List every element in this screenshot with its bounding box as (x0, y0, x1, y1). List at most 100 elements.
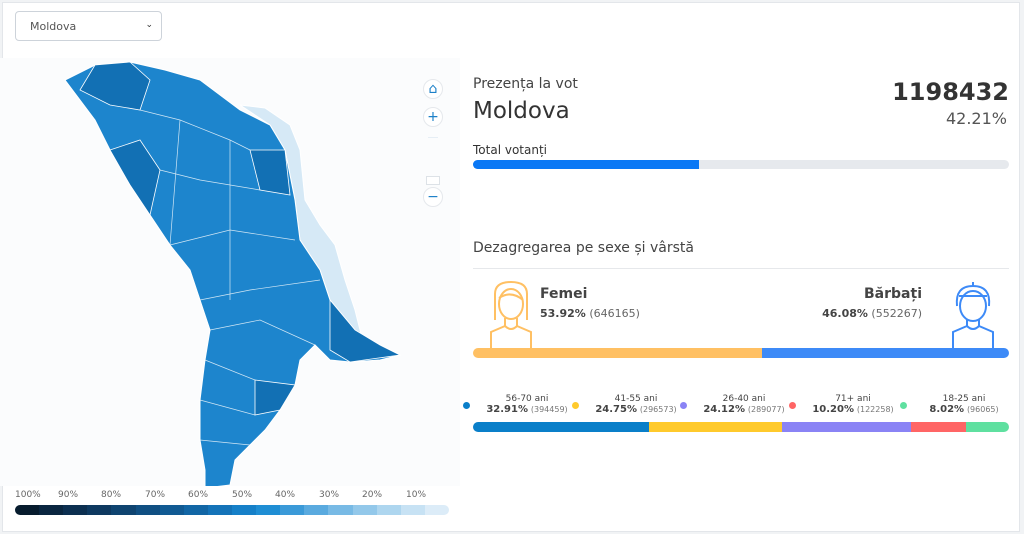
age-stats: 24.12% (289077) (694, 404, 794, 415)
age-group-0: 56-70 ani 32.91% (394459) (463, 394, 577, 415)
age-dot (680, 402, 687, 409)
chevron-down-icon: ⌄ (145, 20, 153, 30)
breakdown-title: Dezagregarea pe sexe și vârstă (473, 240, 694, 256)
zoom-slider[interactable] (428, 137, 438, 177)
legend-label: 50% (232, 490, 253, 500)
map-region-moldova[interactable] (64, 61, 402, 489)
legend-label: 60% (188, 490, 209, 500)
age-group-3: 71+ ani 10.20% (122258) (789, 394, 903, 415)
male-label: Bărbați (864, 286, 922, 302)
legend-swatch (63, 505, 88, 515)
male-count: (552267) (871, 307, 922, 320)
zoom-out-icon[interactable]: − (423, 187, 443, 207)
age-count: (296573) (639, 405, 677, 414)
turnout-progress-fill (473, 160, 700, 169)
age-count: (394459) (530, 405, 568, 414)
age-group-2: 26-40 ani 24.12% (289077) (680, 394, 794, 415)
female-icon (490, 280, 532, 350)
age-percent: 10.20% (812, 404, 854, 415)
age-bar-segment (966, 422, 1009, 432)
female-bar-segment (473, 348, 762, 358)
legend-swatch (135, 505, 160, 515)
age-group-1: 41-55 ani 24.75% (296573) (572, 394, 686, 415)
legend-swatch (111, 505, 136, 515)
age-label: 18-25 ani (942, 394, 986, 404)
age-group-4: 18-25 ani 8.02% (96065) (900, 394, 1014, 415)
age-count: (289077) (747, 405, 785, 414)
age-percent: 24.75% (595, 404, 637, 415)
zoom-in-icon[interactable]: + (423, 107, 443, 127)
color-scale-legend (15, 505, 449, 515)
legend-swatch (328, 505, 353, 515)
legend-swatch (231, 505, 257, 515)
age-stats: 10.20% (122258) (803, 404, 903, 415)
legend-swatch (15, 505, 40, 515)
age-stats: 32.91% (394459) (477, 404, 577, 415)
legend-label: 40% (275, 490, 296, 500)
age-label: 41-55 ani (614, 394, 658, 404)
total-voters-label: Total votanți (473, 143, 547, 157)
legend-swatch (304, 505, 329, 515)
age-count: (122258) (856, 405, 894, 414)
age-stats: 8.02% (96065) (914, 404, 1014, 415)
region-select[interactable]: Moldova ⌄ (15, 11, 162, 41)
total-voters: 1198432 (892, 78, 1009, 106)
home-icon[interactable]: ⌂ (423, 79, 443, 99)
legend-label: 80% (101, 490, 122, 500)
age-percent: 8.02% (929, 404, 965, 415)
legend-swatch (159, 505, 184, 515)
age-percent: 32.91% (486, 404, 528, 415)
region-name: Moldova (473, 98, 570, 124)
legend-label: 70% (145, 490, 166, 500)
legend-swatch (256, 505, 281, 515)
moldova-map[interactable] (0, 58, 460, 489)
female-percent: 53.92% (540, 307, 586, 320)
age-label: 26-40 ani (722, 394, 766, 404)
age-dot (572, 402, 579, 409)
legend-label: 20% (362, 490, 383, 500)
female-label: Femei (540, 286, 588, 302)
age-bar-segment (649, 422, 783, 432)
male-bar-segment (762, 348, 1009, 358)
legend-swatch (39, 505, 64, 515)
divider (473, 268, 1009, 269)
male-icon (952, 282, 994, 350)
age-bar (473, 422, 1009, 432)
legend-swatch (87, 505, 112, 515)
map-region[interactable] (249, 149, 291, 196)
male-stats: 46.08% (552267) (822, 307, 922, 320)
female-count: (646165) (589, 307, 640, 320)
legend-label: 100% (15, 490, 41, 500)
age-bar-segment (911, 422, 966, 432)
legend-label: 30% (319, 490, 340, 500)
legend-swatch (400, 505, 425, 515)
map-region[interactable] (109, 139, 161, 217)
age-stats: 24.75% (296573) (586, 404, 686, 415)
age-dot (789, 402, 796, 409)
turnout-percent: 42.21% (945, 109, 1007, 128)
age-dot (463, 402, 470, 409)
male-percent: 46.08% (822, 307, 868, 320)
legend-swatch (424, 505, 449, 515)
zoom-slider-handle[interactable] (426, 176, 440, 185)
map[interactable]: ⌂ + − (0, 58, 460, 489)
turnout-progress-bar (473, 160, 1009, 169)
legend-swatch (280, 505, 305, 515)
legend-swatch (376, 505, 401, 515)
legend-label: 10% (406, 490, 427, 500)
age-count: (96065) (966, 405, 999, 414)
legend-swatch (352, 505, 377, 515)
legend-label: 90% (58, 490, 79, 500)
age-bar-segment (782, 422, 912, 432)
map-region[interactable] (329, 298, 402, 363)
age-dot (900, 402, 907, 409)
turnout-title: Prezența la vot (473, 76, 578, 92)
map-region[interactable] (254, 379, 296, 416)
age-bar-segment (473, 422, 650, 432)
gender-bar (473, 348, 1009, 358)
age-label: 56-70 ani (505, 394, 549, 404)
legend-swatch (183, 505, 208, 515)
legend-swatch (207, 505, 232, 515)
age-percent: 24.12% (703, 404, 745, 415)
age-label: 71+ ani (835, 394, 871, 404)
